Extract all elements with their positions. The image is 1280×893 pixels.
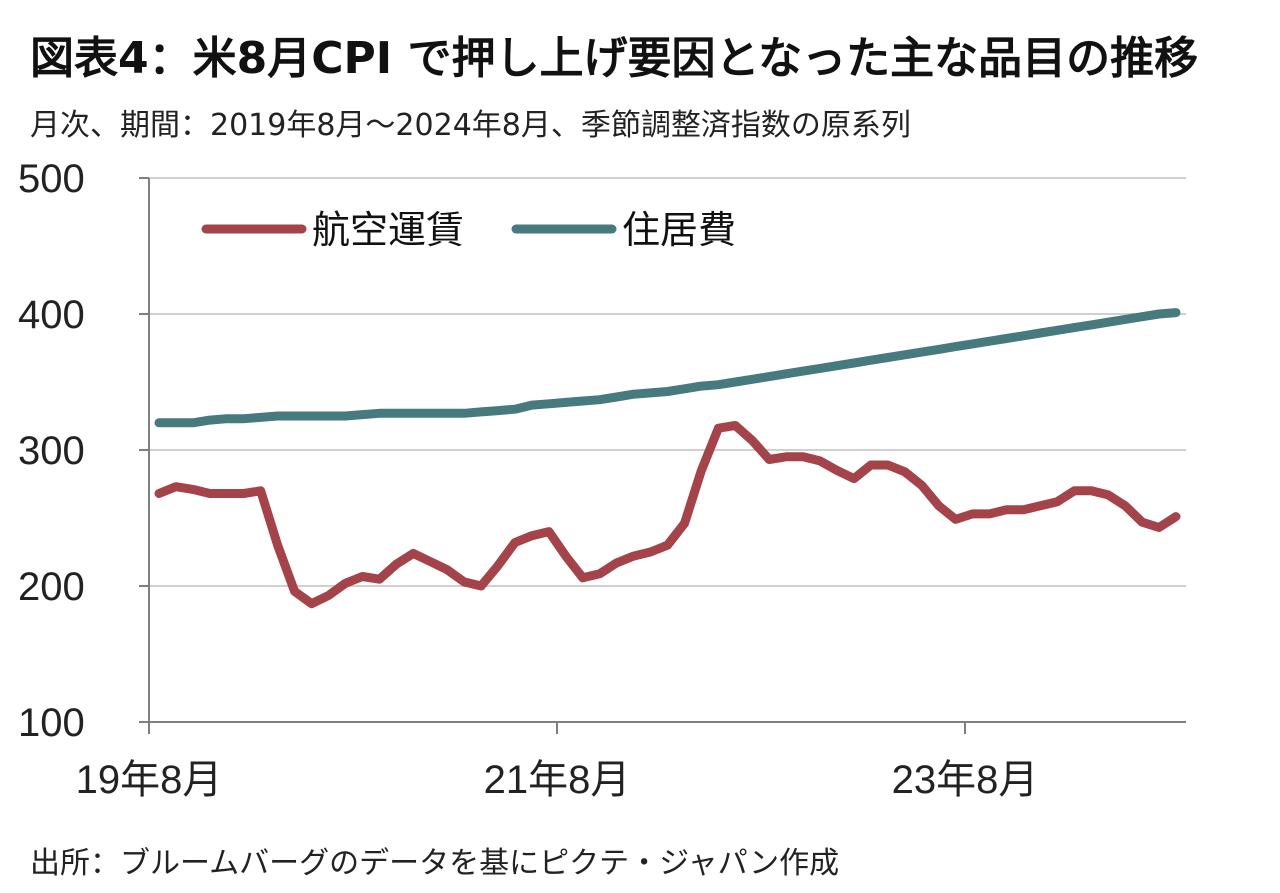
y-tick-labels: 500 400 300 200 100 <box>18 157 85 745</box>
legend-label: 航空運賃 <box>312 208 464 252</box>
gridlines <box>149 177 1186 587</box>
chart-title: 図表4：米8月CPI で押し上げ要因となった主な品目の推移 <box>30 33 1199 84</box>
legend-label: 住居費 <box>622 208 736 252</box>
series-line-1 <box>154 308 1181 428</box>
y-tick-label: 300 <box>18 429 85 473</box>
series-lines <box>154 308 1181 609</box>
x-tick-label: 19年8月 <box>76 758 223 802</box>
axes <box>139 177 1186 734</box>
x-tick-label: 23年8月 <box>892 758 1039 802</box>
x-tick-labels: 19年8月 21年8月 23年8月 <box>76 758 1039 802</box>
y-tick-label: 500 <box>18 157 85 201</box>
x-tick-label: 21年8月 <box>484 758 631 802</box>
series-line-0 <box>154 421 1181 609</box>
source-note: 出所：ブルームバーグのデータを基にピクテ・ジャパン作成 <box>30 846 840 881</box>
y-tick-label: 200 <box>18 565 85 609</box>
legend: 航空運賃 住居費 <box>201 208 736 252</box>
y-tick-label: 400 <box>18 293 85 337</box>
chart-subtitle: 月次、期間：2019年8月～2024年8月、季節調整済指数の原系列 <box>30 108 911 143</box>
y-tick-label: 100 <box>18 701 85 745</box>
